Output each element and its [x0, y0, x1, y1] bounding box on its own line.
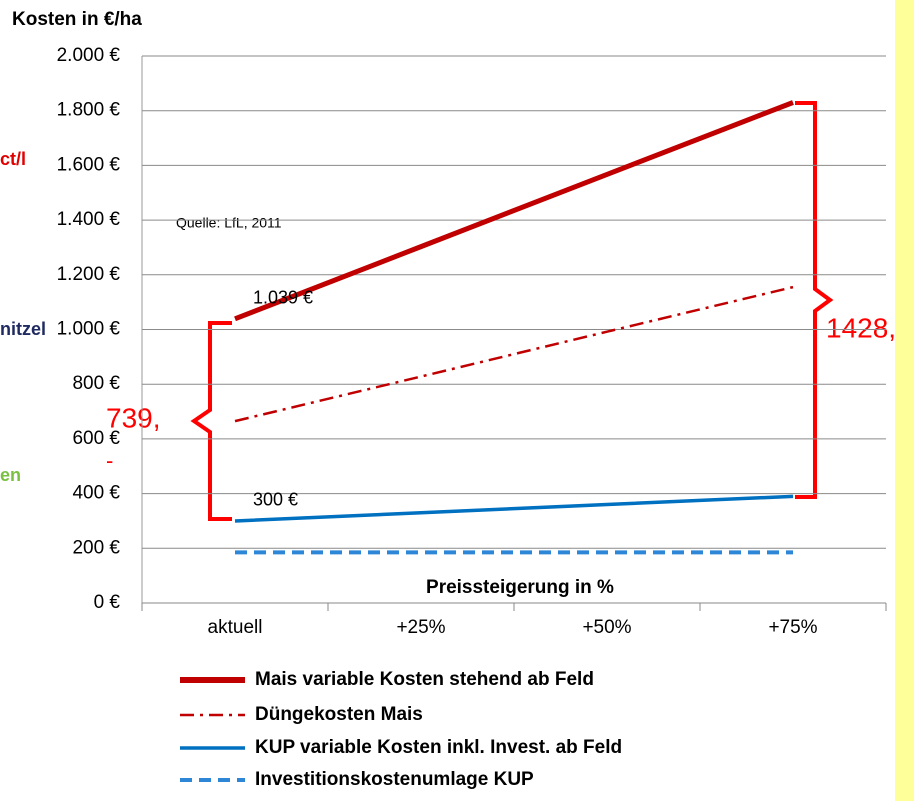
side-text: ct/l — [0, 149, 26, 169]
legend-label: Düngekosten Mais — [255, 704, 423, 725]
diff-label: - — [106, 448, 113, 473]
chart-title: Kosten in €/ha — [12, 9, 142, 30]
legend-label: KUP variable Kosten inkl. Invest. ab Fel… — [255, 737, 622, 758]
y-tick-label: 1.000 € — [57, 319, 121, 340]
side-strip — [895, 0, 914, 801]
x-axis-label: Preissteigerung in % — [426, 577, 614, 598]
series-line — [234, 285, 794, 423]
side-text: nitzel — [0, 319, 46, 339]
x-tick-label: +25% — [396, 617, 445, 638]
x-tick-label: aktuell — [208, 617, 263, 638]
y-tick-label: 1.600 € — [57, 154, 121, 175]
y-tick-label: 800 € — [72, 373, 120, 394]
series-line — [234, 100, 794, 322]
y-tick-label: 0 € — [94, 592, 121, 613]
legend-label: Investitionskostenumlage KUP — [255, 769, 534, 790]
diff-label: 1428, — [826, 312, 896, 343]
y-tick-label: 600 € — [72, 428, 120, 449]
y-tick-label: 2.000 € — [57, 45, 121, 66]
side-text: en — [0, 465, 21, 485]
x-tick-label: +50% — [582, 617, 631, 638]
y-tick-label: 1.400 € — [57, 209, 121, 230]
y-tick-label: 1.800 € — [57, 100, 121, 121]
x-tick-label: +75% — [768, 617, 817, 638]
source-note: Quelle: LfL, 2011 — [176, 215, 282, 231]
data-label: 300 € — [253, 490, 298, 510]
y-tick-label: 400 € — [72, 483, 120, 504]
bracket — [190, 321, 232, 521]
y-tick-label: 200 € — [72, 537, 120, 558]
data-label: 1.039 € — [253, 288, 313, 308]
series-line — [234, 494, 794, 523]
y-tick-label: 1.200 € — [57, 264, 121, 285]
diff-label: 739, — [106, 402, 161, 433]
legend-label: Mais variable Kosten stehend ab Feld — [255, 669, 594, 690]
bracket — [795, 101, 834, 499]
